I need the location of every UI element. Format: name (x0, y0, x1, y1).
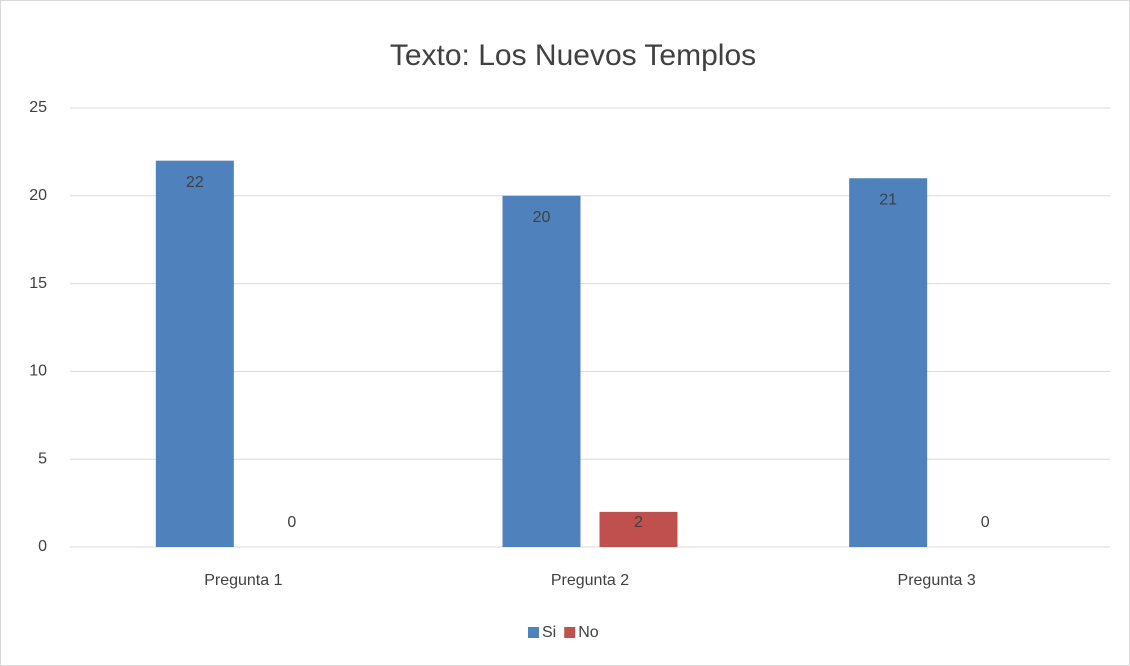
x-tick-label: Pregunta 3 (898, 572, 976, 589)
data-label: 0 (981, 514, 990, 531)
legend-swatch (528, 627, 539, 638)
chart-title: Texto: Los Nuevos Templos (390, 39, 756, 72)
data-label: 0 (287, 514, 296, 531)
x-tick-label: Pregunta 2 (551, 572, 629, 589)
legend-label: No (578, 624, 599, 641)
y-tick-label: 5 (38, 450, 47, 467)
bar (599, 511, 678, 547)
legend-swatch (564, 627, 576, 638)
y-tick-label: 25 (29, 99, 47, 116)
bar (155, 160, 234, 547)
data-label: 21 (879, 191, 897, 208)
bar (849, 178, 928, 548)
y-tick-label: 15 (29, 275, 47, 292)
bar (502, 195, 581, 548)
data-label: 20 (533, 209, 551, 226)
y-tick-label: 0 (38, 538, 47, 555)
data-label: 2 (634, 514, 643, 531)
data-label: 22 (186, 174, 204, 191)
y-tick-label: 10 (29, 363, 47, 380)
legend-label: Si (542, 624, 556, 641)
y-tick-label: 20 (29, 187, 47, 204)
x-tick-label: Pregunta 1 (204, 572, 282, 589)
